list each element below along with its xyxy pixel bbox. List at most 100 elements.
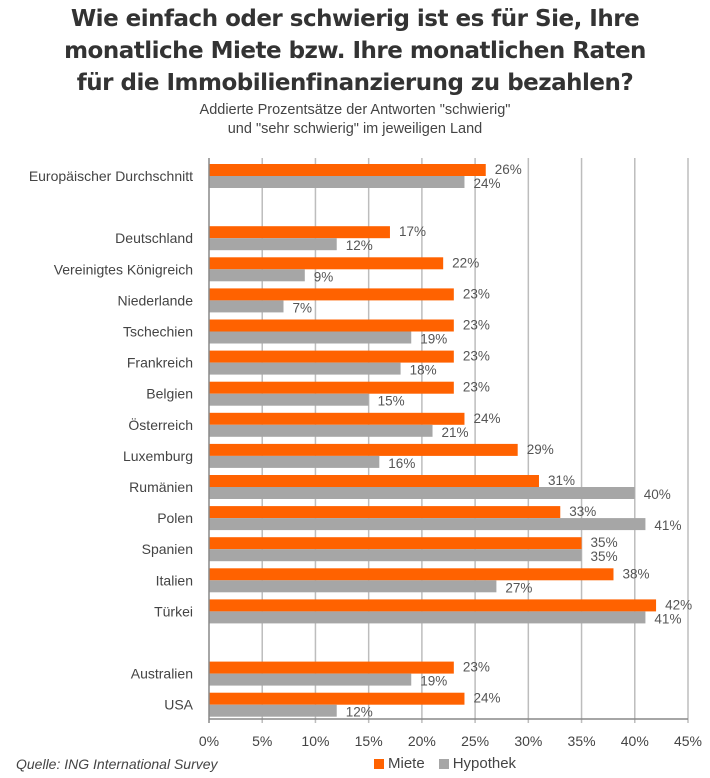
- category-label: Spanien: [142, 541, 193, 557]
- bar-miete: [209, 257, 444, 270]
- bar-hypothek: [209, 673, 412, 686]
- x-tick-labels: 0% 5% 10% 15% 20% 25% 30% 35% 40% 45%: [199, 733, 702, 749]
- chart-title-line: Wie einfach oder schwierig ist es für Si…: [70, 6, 640, 32]
- value-label-hypothek: 41%: [654, 518, 681, 533]
- bar-hypothek: [209, 455, 380, 468]
- category-label: Belgien: [146, 386, 193, 402]
- chart-subtitle: Addierte Prozentsätze der Antworten "sch…: [0, 101, 710, 139]
- bar-miete: [209, 506, 561, 519]
- bars: [209, 164, 657, 717]
- bar-hypothek: [209, 269, 305, 282]
- value-label-miete: 23%: [463, 660, 490, 675]
- bar-hypothek: [209, 518, 646, 531]
- bar-miete: [209, 599, 657, 612]
- bar-miete: [209, 537, 582, 550]
- gridlines: [261, 158, 689, 723]
- value-label-miete: 29%: [527, 442, 554, 457]
- value-label-hypothek: 12%: [346, 238, 373, 253]
- value-label-hypothek: 19%: [420, 332, 447, 347]
- chart-subtitle-line: und "sehr schwierig" im jeweiligen Land: [227, 121, 483, 137]
- value-label-hypothek: 41%: [654, 611, 681, 626]
- legend-swatch-hypothek: [438, 758, 449, 769]
- category-label: Europäischer Durchschnitt: [29, 168, 193, 184]
- category-labels: Europäischer Durchschnitt Deutschland Vere…: [29, 168, 194, 713]
- chart-subtitle-line: Addierte Prozentsätze der Antworten "sch…: [199, 102, 511, 118]
- legend-item-hypothek: Hypothek: [438, 755, 517, 772]
- value-label-hypothek: 24%: [473, 176, 500, 191]
- value-label-miete: 38%: [622, 566, 649, 581]
- bar-miete: [209, 412, 465, 425]
- bar-hypothek: [209, 176, 465, 188]
- value-label-miete: 23%: [463, 380, 490, 395]
- legend-swatch-miete: [374, 758, 384, 769]
- x-tick-label: 20%: [408, 733, 436, 749]
- bar-miete: [209, 350, 454, 363]
- legend-label-hypothek: Hypothek: [452, 755, 517, 772]
- bar-miete: [209, 164, 486, 176]
- x-tick-label: 35%: [568, 733, 596, 749]
- bar-hypothek: [209, 362, 401, 375]
- category-label: Italien: [156, 572, 193, 588]
- category-label: Österreich: [128, 416, 193, 433]
- category-label: Luxemburg: [123, 448, 193, 464]
- bar-miete: [209, 661, 454, 674]
- value-label-hypothek: 35%: [591, 549, 618, 564]
- value-label-miete: 23%: [463, 318, 490, 333]
- chart-title: Wie einfach oder schwierig ist es für Si…: [0, 3, 710, 99]
- bar-hypothek: [209, 549, 582, 562]
- value-label-hypothek: 21%: [442, 425, 469, 440]
- x-tick-label: 15%: [355, 733, 383, 749]
- value-label-hypothek: 15%: [378, 394, 405, 409]
- value-labels: 26%24%17%12%22%9%23%7%23%19%23%18%23%15%…: [293, 162, 693, 720]
- source-note: Quelle: ING International Survey: [16, 756, 218, 772]
- bar-hypothek: [209, 393, 369, 406]
- bar-miete: [209, 381, 454, 394]
- bar-hypothek: [209, 331, 412, 344]
- x-tick-label: 10%: [301, 733, 329, 749]
- bar-hypothek: [209, 238, 337, 251]
- value-label-hypothek: 16%: [388, 456, 415, 471]
- value-label-miete: 22%: [452, 255, 479, 270]
- bar-miete: [209, 443, 518, 456]
- value-label-miete: 33%: [569, 504, 596, 519]
- x-tick-label: 0%: [199, 733, 219, 749]
- bar-miete: [209, 226, 390, 239]
- bar-hypothek: [209, 300, 284, 313]
- x-tick-label: 45%: [674, 733, 702, 749]
- value-label-hypothek: 7%: [293, 300, 313, 315]
- bar-hypothek: [209, 580, 497, 593]
- value-label-miete: 26%: [495, 162, 522, 177]
- bar-hypothek: [209, 424, 433, 437]
- bar-hypothek: [209, 704, 337, 717]
- chart-title-line: monatliche Miete bzw. Ihre monatlichen R…: [64, 38, 646, 64]
- bar-miete: [209, 319, 454, 332]
- value-label-miete: 24%: [473, 411, 500, 426]
- bar-miete: [209, 288, 454, 301]
- value-label-miete: 17%: [399, 224, 426, 239]
- category-label: USA: [164, 697, 193, 713]
- category-label: Tschechien: [123, 324, 193, 340]
- axes: [208, 158, 688, 723]
- value-label-hypothek: 19%: [420, 674, 447, 689]
- value-label-hypothek: 12%: [346, 705, 373, 720]
- value-label-miete: 31%: [548, 473, 575, 488]
- x-tick-label: 30%: [514, 733, 542, 749]
- category-label: Frankreich: [127, 355, 193, 371]
- value-label-miete: 23%: [463, 349, 490, 364]
- category-label: Türkei: [154, 603, 193, 619]
- category-label: Australien: [131, 666, 193, 682]
- legend-item-miete: Miete: [374, 755, 425, 772]
- bar-miete: [209, 475, 539, 487]
- bar-hypothek: [209, 487, 635, 499]
- category-label: Polen: [157, 510, 193, 526]
- x-tick-label: 25%: [461, 733, 489, 749]
- bar-miete: [209, 692, 465, 705]
- x-tick-label: 40%: [621, 733, 649, 749]
- bar-miete: [209, 568, 614, 581]
- value-label-miete: 24%: [473, 691, 500, 706]
- value-label-miete: 23%: [463, 286, 490, 301]
- legend-label-miete: Miete: [388, 755, 425, 772]
- category-label: Vereinigtes Königreich: [54, 261, 193, 277]
- value-label-hypothek: 18%: [410, 363, 437, 378]
